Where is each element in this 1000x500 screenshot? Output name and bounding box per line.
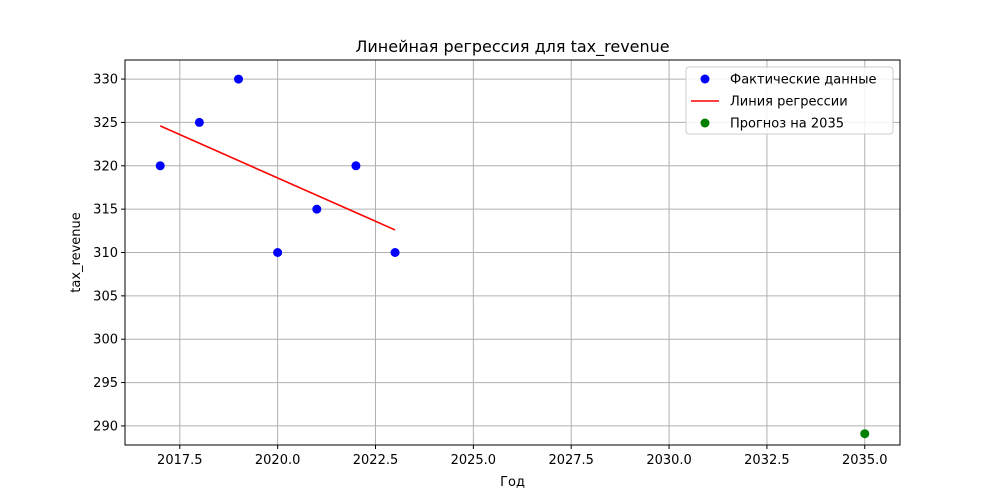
actual-data-point — [390, 248, 400, 257]
y-tick-label: 295 — [93, 376, 118, 391]
y-tick-label: 305 — [93, 289, 118, 304]
y-tick-label: 315 — [93, 203, 118, 218]
chart-title: Линейная регрессия для tax_revenue — [355, 37, 669, 57]
actual-data-point — [312, 204, 322, 214]
legend-point-marker — [700, 118, 710, 128]
x-axis-ticks: 2017.5 2020.0 2022.5 2025.0 2027.5 2030.0 2032… — [157, 445, 888, 468]
x-tick-label: 2032.5 — [744, 453, 790, 468]
x-tick-label: 2025.0 — [451, 453, 497, 468]
y-tick-label: 320 — [93, 159, 118, 174]
plot-series — [155, 74, 870, 439]
y-axis-ticks: 290 295 300 305 310 315 320 325 330 — [93, 73, 125, 434]
actual-data-point — [155, 161, 165, 171]
y-tick-label: 290 — [93, 419, 118, 434]
y-tick-label: 310 — [93, 246, 118, 261]
y-tick-label: 330 — [93, 73, 118, 88]
forecast-point — [860, 429, 870, 439]
actual-data-point — [234, 74, 244, 84]
x-tick-label: 2030.0 — [646, 453, 692, 468]
actual-data-point — [351, 161, 361, 171]
actual-data-point — [273, 248, 283, 257]
y-axis-title: tax_revenue — [69, 212, 84, 292]
legend-label: Прогноз на 2035 — [730, 117, 844, 132]
x-tick-label: 2027.5 — [548, 453, 594, 468]
x-tick-label: 2022.5 — [353, 453, 399, 468]
x-tick-label: 2035.0 — [842, 453, 888, 468]
y-tick-label: 300 — [93, 333, 118, 348]
y-tick-label: 325 — [93, 116, 118, 131]
legend-box — [685, 66, 894, 135]
regression-line — [159, 125, 396, 231]
x-axis-title: Год — [500, 475, 525, 490]
actual-data-point — [194, 117, 204, 127]
x-tick-label: 2017.5 — [157, 453, 203, 468]
legend-label: Фактические данные — [730, 73, 877, 88]
legend-point-marker — [700, 74, 710, 84]
legend: Фактические данные Линия регрессии Прогноз… — [685, 66, 894, 135]
plot-frame — [124, 59, 901, 446]
x-tick-label: 2020.0 — [255, 453, 301, 468]
legend-label: Линия регрессии — [730, 95, 848, 110]
